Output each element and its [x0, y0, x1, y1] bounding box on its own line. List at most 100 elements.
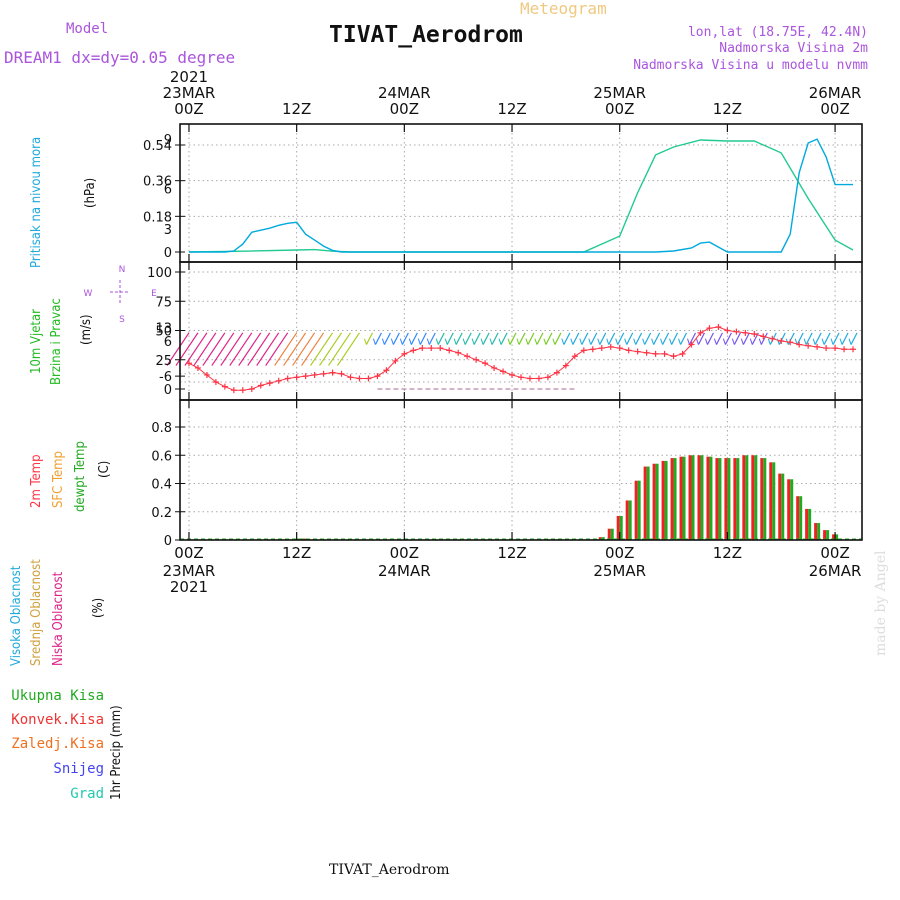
temp-marker-66 [778, 338, 785, 345]
bottom-time-hour-3: 12Z [497, 544, 526, 562]
wind-barb-48 [617, 332, 625, 345]
temp-marker-23 [392, 357, 399, 364]
temp-marker-20 [365, 375, 372, 382]
temp-marker-61 [733, 328, 740, 335]
wind-barb-head-55 [678, 338, 681, 345]
temp-marker-74 [850, 346, 857, 353]
precip-bar-red-12 [670, 458, 674, 540]
wind-barb-head-63 [749, 338, 753, 345]
wind-tick-label-5: 100 [147, 266, 172, 281]
top-time-hour-5: 12Z [713, 100, 742, 118]
precip-bar-red-9 [643, 466, 647, 540]
precip-bar-green-24 [781, 473, 785, 540]
precip-bar-red-23 [769, 462, 773, 540]
precip-bar-green-14 [691, 455, 695, 540]
precip-bar-red-20 [742, 455, 746, 540]
top-time-hour-4: 00Z [605, 100, 634, 118]
top-series-line-0 [188, 139, 854, 253]
wind-barb-head-38 [525, 338, 529, 345]
wind-barb-head-47 [606, 338, 610, 345]
precip-bar-green-6 [619, 515, 623, 540]
wind-barb-14 [292, 332, 316, 366]
temp-marker-63 [751, 331, 758, 338]
wind-barb-62 [742, 332, 750, 345]
top-time-date-2: 24MAR [378, 84, 431, 102]
temp-marker-36 [509, 371, 516, 378]
temp-marker-21 [374, 373, 381, 380]
precip-bar-green-29 [826, 530, 830, 540]
wind-barb-70 [814, 332, 822, 345]
wind-barb-10 [256, 332, 280, 366]
wind-barb-51 [644, 332, 652, 345]
temp-marker-24 [401, 350, 408, 357]
wind-barb-head-57 [696, 338, 699, 345]
panel-frame-2 [179, 399, 863, 541]
temp-marker-34 [491, 364, 498, 371]
compass-n: N [119, 265, 126, 275]
wind-barb-29 [446, 332, 454, 345]
precip-bar-red-10 [652, 463, 656, 540]
wind-tick-label-extra-13: 13 [155, 322, 172, 337]
station-title: TIVAT_Aerodrom [329, 22, 523, 48]
compass-e: E [151, 289, 157, 299]
wind-tick-label-3: 50 [155, 325, 172, 340]
temp-marker-41 [553, 369, 560, 376]
wind-barb-8 [238, 332, 262, 366]
wind-barb-23 [392, 332, 400, 345]
precip-bar-red-19 [733, 458, 737, 540]
precip-bar-red-29 [823, 530, 827, 540]
panel-frame-0 [179, 123, 863, 263]
wind-axis-label-2: Brzina i Pravac [49, 298, 64, 385]
top-time-hour-0: 00Z [174, 100, 203, 118]
compass-w: W [84, 289, 93, 299]
wind-barb-head-73 [839, 338, 843, 345]
wind-barb-head-34 [489, 338, 493, 345]
temp-marker-7 [248, 386, 255, 392]
wind-barb-head-28 [435, 338, 439, 345]
top-time-date-6: 26MAR [809, 84, 862, 102]
precip-bar-green-18 [727, 458, 731, 540]
wind-barb-head-21 [372, 338, 376, 345]
precip-bar-red-28 [814, 523, 818, 540]
temp-marker-5 [230, 387, 237, 394]
wind-barb-head-46 [597, 338, 601, 345]
wind-barb-head-35 [498, 338, 502, 345]
wind-barb-head-36 [507, 338, 511, 345]
temp-marker-33 [482, 360, 489, 367]
temp-unit-label: (C) [97, 460, 112, 478]
bottom-time-hour-6: 00Z [820, 544, 849, 562]
wind-barb-56 [688, 332, 697, 345]
wind-barb-27 [428, 332, 436, 345]
precip-bar-red-17 [715, 458, 719, 540]
legend-hail: Grad [70, 786, 104, 802]
footer-title: TIVAT_Aerodrom [329, 862, 450, 878]
precip-bar-red-30 [832, 534, 836, 540]
temp-marker-6 [239, 387, 246, 394]
wind-barb-head-65 [767, 338, 771, 345]
bottom-time-hour-0: 00Z [174, 544, 203, 562]
precip-bar-red-6 [616, 515, 620, 540]
temp-marker-26 [419, 345, 426, 352]
cloud-unit-label: (%) [91, 597, 106, 618]
wind-barb-head-62 [740, 338, 744, 345]
pressure-tick-label-1: 0.18 [143, 210, 172, 225]
bottom-time-year-0: 2021 [170, 578, 208, 596]
temp-marker-39 [535, 375, 542, 382]
pressure-tick-label-0: 0 [164, 246, 172, 261]
temp-marker-25 [410, 347, 417, 354]
temp-marker-44 [580, 347, 587, 354]
wind-barb-5 [211, 332, 235, 366]
temp-marker-4 [221, 383, 228, 390]
temp-marker-56 [688, 341, 695, 348]
temp-marker-8 [257, 382, 264, 389]
sfc-temp-axis-label: SFC Temp [51, 451, 66, 508]
wind-barb-4 [202, 332, 226, 366]
wind-barb-head-22 [381, 338, 385, 345]
wind-barb-46 [599, 332, 607, 345]
top-series-line-1 [189, 138, 853, 253]
wind-barb-64 [760, 332, 768, 345]
wind-barb-11 [265, 332, 289, 366]
wind-barb-59 [715, 332, 723, 345]
